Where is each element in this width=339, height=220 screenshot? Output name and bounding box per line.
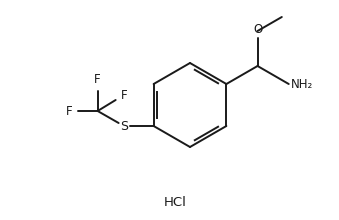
Text: F: F (121, 88, 127, 101)
Text: HCl: HCl (163, 196, 186, 209)
Text: F: F (94, 73, 101, 86)
Text: NH₂: NH₂ (291, 77, 313, 90)
Text: F: F (66, 104, 73, 117)
Text: S: S (120, 119, 127, 132)
Text: O: O (253, 23, 262, 36)
